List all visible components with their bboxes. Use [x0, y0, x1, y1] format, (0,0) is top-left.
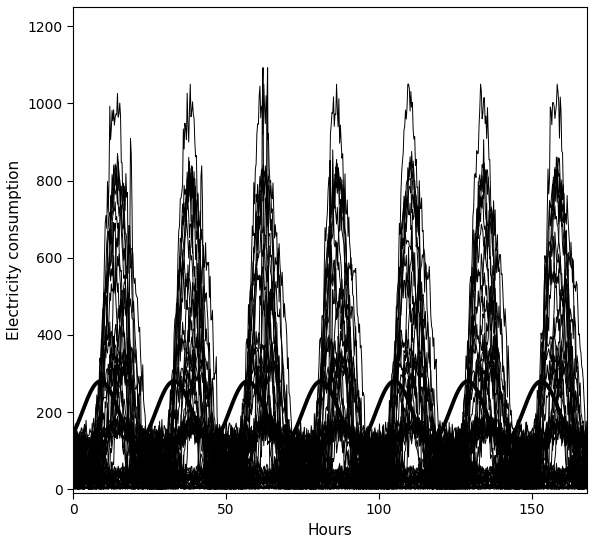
X-axis label: Hours: Hours [308, 523, 352, 538]
Y-axis label: Electricity consumption: Electricity consumption [7, 160, 22, 340]
